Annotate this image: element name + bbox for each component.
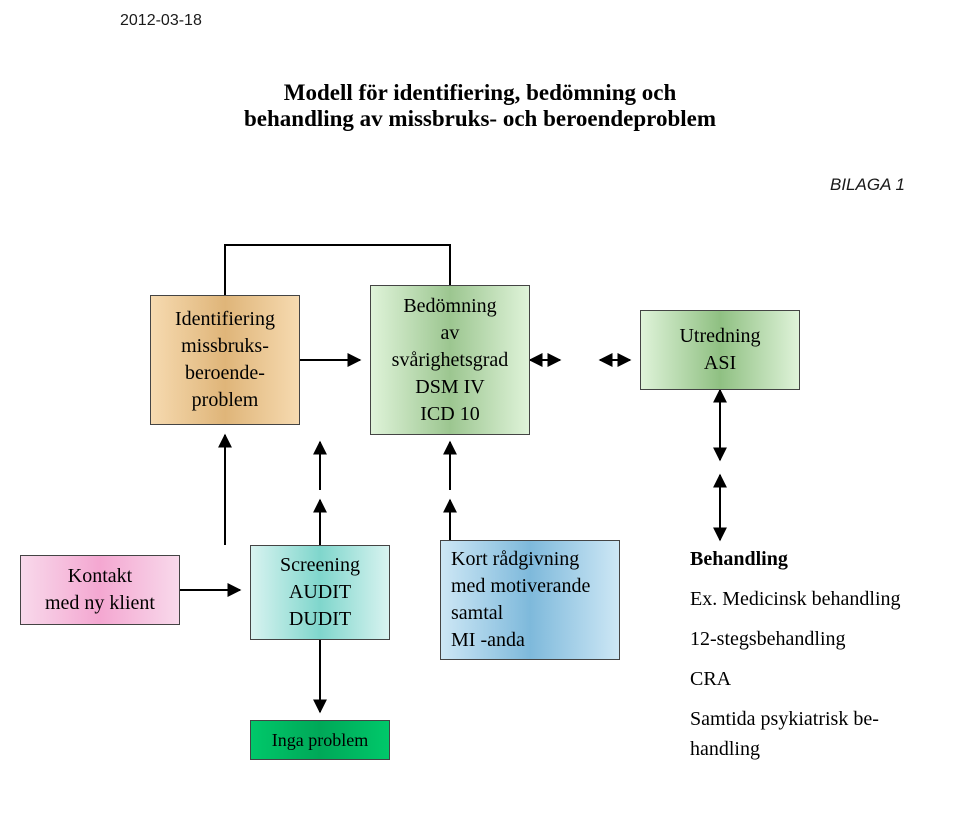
node-ingaproblem: Inga problem: [250, 720, 390, 760]
page-date: 2012-03-18: [120, 12, 202, 30]
behandling-text: Behandling Ex. Medicinsk behandling 12-ste…: [690, 545, 901, 763]
appendix-label: BILAGA 1: [830, 175, 905, 195]
page-title: Modell för identifiering, bedömning och …: [130, 80, 830, 132]
behandling-line: CRA: [690, 665, 901, 693]
behandling-line: 12-stegsbehandling: [690, 625, 901, 653]
node-bedomning: Bedömning av svårighetsgrad DSM IV ICD 1…: [370, 285, 530, 435]
behandling-title: Behandling: [690, 545, 901, 573]
behandling-line: Ex. Medicinsk behandling: [690, 585, 901, 613]
node-kort: Kort rådgivning med motiverande samtal M…: [440, 540, 620, 660]
behandling-line: Samtida psykiatrisk be-: [690, 705, 901, 733]
node-identifiering: Identifiering missbruks- beroende- probl…: [150, 295, 300, 425]
node-utredning: Utredning ASI: [640, 310, 800, 390]
diagram-canvas: 2012-03-18 Modell för identifiering, bed…: [0, 0, 960, 826]
node-screening: Screening AUDIT DUDIT: [250, 545, 390, 640]
behandling-line: handling: [690, 735, 901, 763]
node-kontakt: Kontakt med ny klient: [20, 555, 180, 625]
